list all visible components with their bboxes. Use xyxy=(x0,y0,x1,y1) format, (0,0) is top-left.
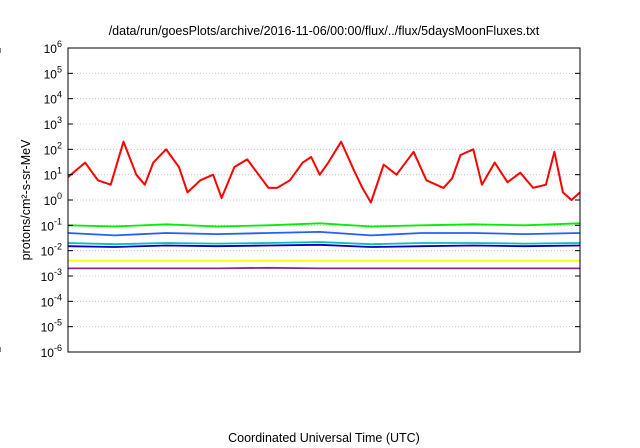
y-tick-label: 10-2 xyxy=(41,242,62,259)
y-ticks: 106 105 104 103 102 101 100 10-1 10-2 10-3 10-4 10-… xyxy=(41,39,580,360)
y-tick-label: 10-1 xyxy=(41,216,62,233)
grid-lines xyxy=(68,72,580,328)
y-tick-label: 103 xyxy=(44,115,62,132)
series-line-5 xyxy=(67,243,581,248)
y-axis-label: protons/cm²-s-sr-MeV xyxy=(19,139,33,261)
series-line-4 xyxy=(67,241,581,246)
y-tick-label: 10-5 xyxy=(41,318,62,335)
series-line-7 xyxy=(68,266,580,270)
y-tick-label: 104 xyxy=(44,90,62,107)
y-tick-label: 101 xyxy=(44,166,62,183)
series-line-1 xyxy=(67,140,581,204)
y-tick-label: 105 xyxy=(44,64,62,81)
y-tick-label: 10-6 xyxy=(41,343,62,360)
y-axis-label-text: protons/cm²-s-sr-MeV xyxy=(19,139,33,261)
series-layer xyxy=(67,140,581,270)
y-tick-label: 100 xyxy=(44,191,62,208)
x-axis-label: Coordinated Universal Time (UTC) xyxy=(228,431,420,445)
series-line-2 xyxy=(67,222,581,228)
y-tick-label: 106 xyxy=(44,39,62,56)
chart-title: /data/run/goesPlots/archive/2016-11-06/0… xyxy=(109,24,540,38)
y-tick-label: 102 xyxy=(44,140,62,157)
y-tick-label: 10-4 xyxy=(41,292,62,309)
y-tick-label: 10-3 xyxy=(41,267,62,284)
series-line-3 xyxy=(67,230,581,237)
